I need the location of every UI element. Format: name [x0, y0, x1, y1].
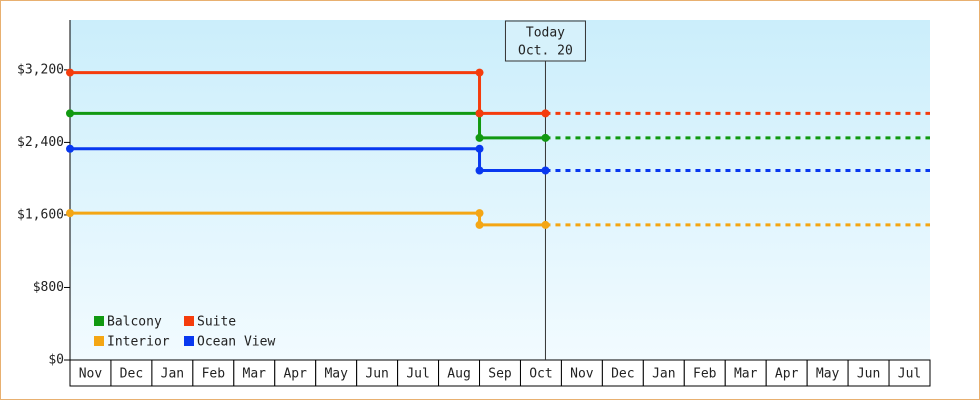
month-cell	[724, 359, 767, 387]
x-tick-label: Jul	[898, 367, 921, 382]
y-tick-label: $800	[33, 280, 64, 295]
x-tick-label: Nov	[570, 367, 594, 382]
price-point	[541, 109, 550, 118]
x-tick-label: Aug	[447, 367, 470, 382]
price-point	[541, 220, 550, 229]
month-cell	[192, 359, 235, 387]
x-tick-label: Jan	[161, 367, 184, 382]
x-tick-label: May	[816, 367, 840, 382]
x-tick-label: Oct	[529, 367, 552, 382]
price-point	[66, 109, 74, 118]
month-cell	[397, 359, 440, 387]
x-tick-label: Jan	[652, 367, 675, 382]
x-tick-label: Mar	[734, 367, 758, 382]
legend-swatch	[184, 316, 194, 326]
x-tick-label: Feb	[693, 367, 717, 382]
x-tick-label: Mar	[243, 367, 267, 382]
month-cell	[479, 359, 521, 387]
x-tick-label: Dec	[611, 367, 634, 382]
month-cell	[315, 359, 358, 387]
legend-swatch	[94, 336, 104, 346]
price-point	[475, 209, 484, 218]
x-tick-label: Apr	[775, 367, 799, 382]
price-point	[475, 133, 484, 142]
month-cell	[438, 359, 481, 387]
price-line	[70, 147, 546, 173]
y-tick-label: $1,600	[17, 207, 64, 222]
price-line	[70, 71, 546, 115]
price-point	[475, 144, 484, 153]
month-cell	[233, 359, 276, 387]
price-point	[475, 68, 484, 77]
x-tick-label: May	[324, 367, 348, 382]
today-date: Oct. 20	[518, 44, 573, 59]
month-cell	[274, 359, 317, 387]
plot-area	[70, 20, 930, 360]
x-tick-label: Dec	[120, 367, 143, 382]
price-point	[66, 68, 74, 77]
y-tick-label: $0	[48, 353, 64, 368]
legend-swatch	[184, 336, 194, 346]
x-tick-label: Sep	[488, 367, 512, 382]
legend-label: Balcony	[107, 315, 162, 330]
x-tick-label: Feb	[202, 367, 226, 382]
y-tick-label: $3,200	[17, 62, 64, 77]
price-line	[70, 211, 546, 227]
price-point	[66, 209, 74, 218]
price-point	[475, 109, 484, 118]
month-cell	[601, 359, 644, 387]
month-cell	[560, 359, 603, 387]
month-cell	[356, 359, 399, 387]
today-box	[504, 20, 586, 62]
x-tick-label: Jun	[857, 367, 880, 382]
legend-swatch	[94, 316, 104, 326]
price-point	[541, 133, 550, 142]
legend-label: Ocean View	[197, 335, 275, 350]
y-tick-label: $2,400	[17, 135, 64, 150]
month-cell	[888, 359, 931, 387]
price-line	[70, 111, 546, 140]
price-point	[541, 166, 550, 175]
price-point	[475, 220, 484, 229]
price-point	[66, 144, 74, 153]
x-tick-label: Apr	[283, 367, 307, 382]
month-cell	[765, 359, 808, 387]
x-tick-label: Jul	[406, 367, 429, 382]
month-cell	[69, 359, 112, 387]
month-cell	[519, 359, 562, 387]
price-point	[475, 166, 484, 175]
x-tick-label: Jun	[365, 367, 388, 382]
legend-label: Suite	[197, 315, 236, 330]
x-tick-label: Nov	[79, 367, 103, 382]
legend-label: Interior	[107, 335, 170, 350]
today-label: Today	[526, 26, 565, 41]
